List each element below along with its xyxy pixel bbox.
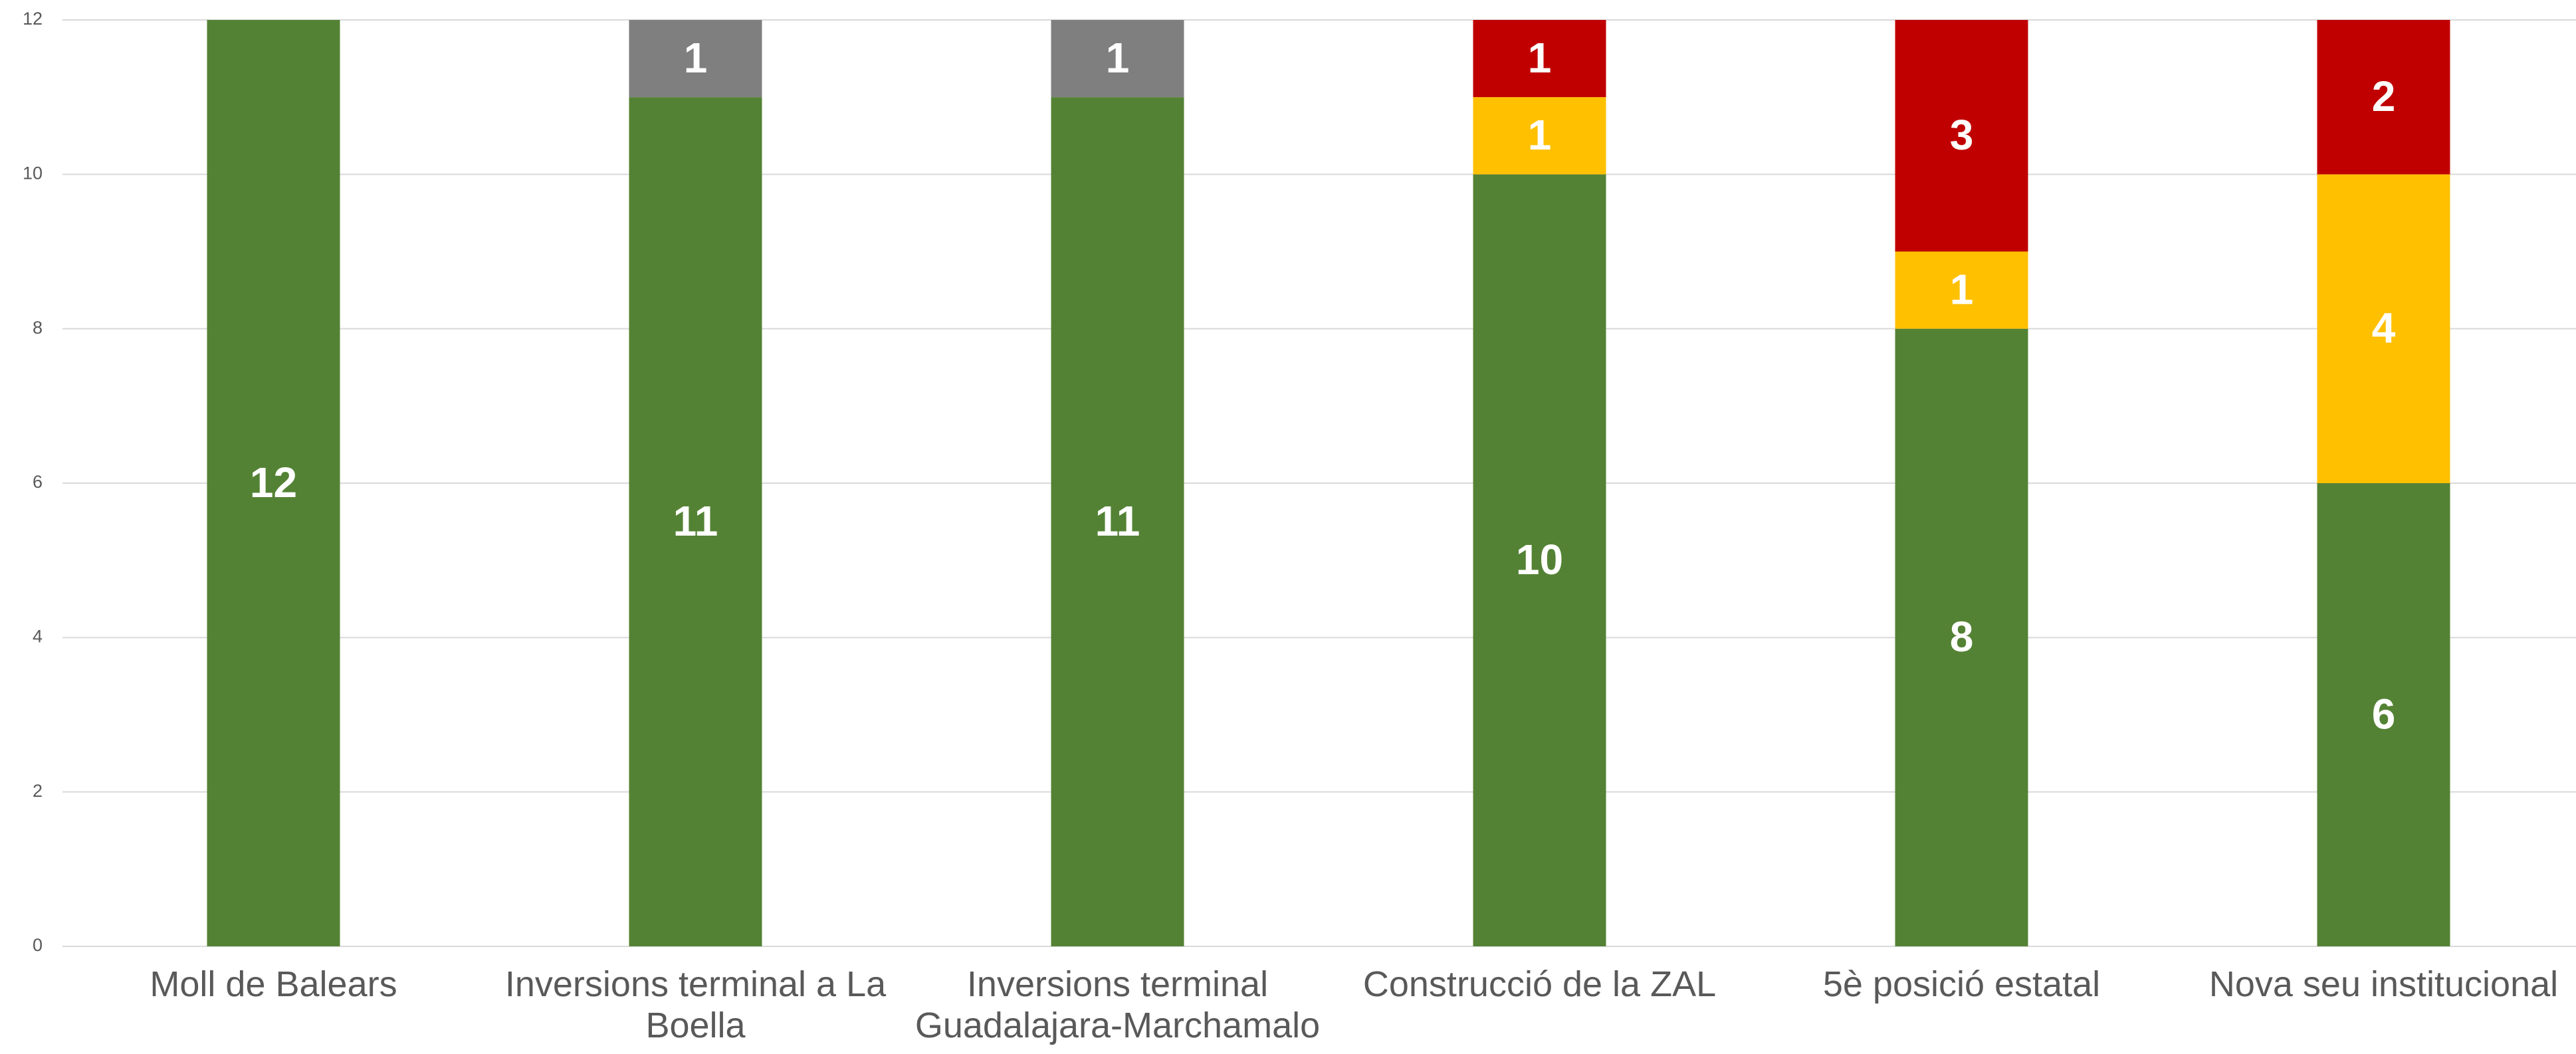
data-label: 2 bbox=[2372, 72, 2396, 120]
data-label: 11 bbox=[673, 497, 718, 545]
data-label: 12 bbox=[250, 459, 297, 506]
y-tick-label: 4 bbox=[33, 626, 43, 646]
bar-segment bbox=[2317, 483, 2450, 946]
bar-segment bbox=[1473, 97, 1606, 175]
x-tick-label: 5è posició estatal bbox=[1822, 964, 2101, 1004]
data-label: 1 bbox=[1528, 34, 1552, 82]
x-tick-label: Inversions terminal Guadalajara-Marchama… bbox=[914, 964, 1321, 1045]
bar-segment bbox=[1051, 97, 1184, 947]
bar-segment bbox=[1051, 20, 1184, 98]
bar-segment bbox=[2317, 20, 2450, 175]
y-tick-label: 0 bbox=[33, 935, 43, 955]
data-label: 1 bbox=[684, 34, 708, 82]
bar-segment bbox=[2317, 174, 2450, 483]
bar-segment bbox=[1895, 328, 2028, 947]
bar-segment bbox=[629, 20, 762, 98]
bar-segment bbox=[1895, 251, 2028, 329]
x-tick-label: Nova seu institucional bbox=[2208, 964, 2559, 1004]
data-label: 10 bbox=[1516, 536, 1563, 583]
data-label: 4 bbox=[2372, 304, 2396, 352]
bar-segment bbox=[207, 20, 340, 946]
data-label: 6 bbox=[2372, 690, 2396, 738]
bar-segment bbox=[1895, 20, 2028, 252]
x-tick-label: Construcció de la ZAL bbox=[1362, 964, 1717, 1004]
bar-segment bbox=[629, 97, 762, 947]
y-tick-label: 2 bbox=[33, 781, 43, 801]
y-tick-label: 6 bbox=[33, 472, 43, 492]
data-label: 1 bbox=[1950, 265, 1974, 313]
data-label: 1 bbox=[1528, 111, 1552, 159]
x-tick-label: Moll de Balears bbox=[150, 964, 397, 1004]
y-tick-label: 12 bbox=[23, 9, 43, 29]
data-label: 1 bbox=[1106, 34, 1130, 82]
y-tick-label: 8 bbox=[33, 318, 43, 338]
data-label: 3 bbox=[1950, 111, 1974, 159]
x-tick-label: Inversions terminal a La Boella bbox=[504, 964, 887, 1045]
bar-segment bbox=[1473, 174, 1606, 946]
data-label: 8 bbox=[1950, 613, 1974, 661]
y-tick-label: 10 bbox=[23, 163, 43, 183]
bar-segment bbox=[1473, 20, 1606, 98]
data-label: 11 bbox=[1095, 497, 1140, 545]
